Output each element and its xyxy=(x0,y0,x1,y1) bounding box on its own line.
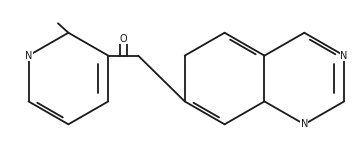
Text: N: N xyxy=(25,51,32,61)
Text: N: N xyxy=(341,51,348,61)
Text: N: N xyxy=(301,119,308,129)
Text: O: O xyxy=(120,34,127,44)
